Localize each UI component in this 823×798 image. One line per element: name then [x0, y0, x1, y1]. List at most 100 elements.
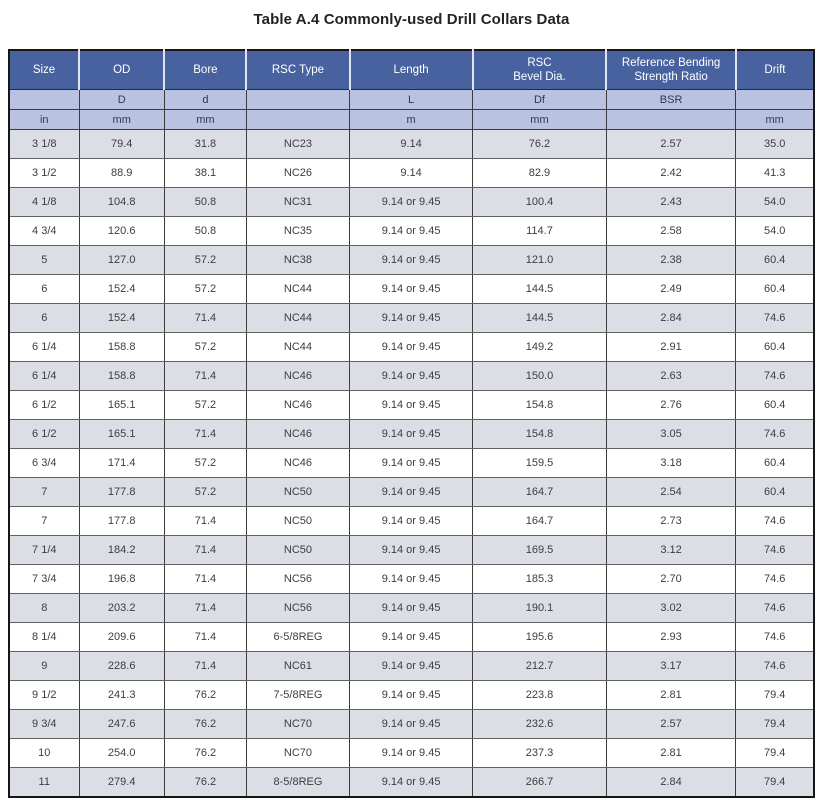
- table-cell: 6 1/2: [8, 390, 80, 420]
- table-cell: 9.14: [348, 129, 474, 159]
- table-row: 6 1/2 165.1 57.2 NC46 9.14 or 9.45 154.8 2.76 6…: [8, 390, 815, 420]
- table-cell: 9.14 or 9.45: [348, 738, 474, 768]
- table-cell: 74.6: [735, 419, 815, 449]
- table-cell: 79.4: [735, 709, 815, 739]
- table-row: 9 228.6 71.4 NC61 9.14 or 9.45 212.7 3.17 74.6: [8, 651, 815, 681]
- table-cell: 38.1: [163, 158, 247, 188]
- table-cell: NC50: [245, 506, 351, 536]
- table-cell: 241.3: [78, 680, 165, 710]
- table-cell: NC70: [245, 738, 351, 768]
- table-cell: 60.4: [735, 274, 815, 304]
- table-cell: 254.0: [78, 738, 165, 768]
- table-cell: 247.6: [78, 709, 165, 739]
- table-cell: 4 3/4: [8, 216, 80, 246]
- table-cell: 165.1: [78, 390, 165, 420]
- table-cell: 54.0: [735, 216, 815, 246]
- table-cell: 4 1/8: [8, 187, 80, 217]
- table-cell: 50.8: [163, 216, 247, 246]
- table-cell: 9.14 or 9.45: [348, 767, 474, 798]
- table-cell: 2.57: [605, 129, 737, 159]
- table-cell: 127.0: [78, 245, 165, 275]
- table-cell: 169.5: [472, 535, 607, 565]
- table-cell: 79.4: [78, 129, 165, 159]
- symbol-cell: BSR: [605, 89, 737, 110]
- table-row: 6 152.4 57.2 NC44 9.14 or 9.45 144.5 2.49 60.4: [8, 274, 815, 304]
- table-cell: 79.4: [735, 680, 815, 710]
- table-row: 7 177.8 57.2 NC50 9.14 or 9.45 164.7 2.54 60.4: [8, 477, 815, 507]
- table-cell: 2.81: [605, 680, 737, 710]
- table-cell: 9.14 or 9.45: [348, 187, 474, 217]
- table-cell: NC61: [245, 651, 351, 681]
- table-cell: 8 1/4: [8, 622, 80, 652]
- table-row: 7 177.8 71.4 NC50 9.14 or 9.45 164.7 2.73 74.6: [8, 506, 815, 536]
- table-cell: 2.49: [605, 274, 737, 304]
- table-row: 6 1/4 158.8 71.4 NC46 9.14 or 9.45 150.0 2.63 7…: [8, 361, 815, 391]
- unit-cell: in: [8, 109, 80, 130]
- table-cell: 195.6: [472, 622, 607, 652]
- table-cell: 164.7: [472, 506, 607, 536]
- symbol-cell: [8, 89, 80, 110]
- table-cell: 57.2: [163, 274, 247, 304]
- table-row: 6 1/2 165.1 71.4 NC46 9.14 or 9.45 154.8 3.05 7…: [8, 419, 815, 449]
- table-cell: 9.14 or 9.45: [348, 535, 474, 565]
- table-cell: 6 1/4: [8, 361, 80, 391]
- table-cell: 60.4: [735, 245, 815, 275]
- table-cell: 74.6: [735, 506, 815, 536]
- symbol-cell: D: [78, 89, 165, 110]
- table-cell: 164.7: [472, 477, 607, 507]
- column-header-bending-strength-ratio: Reference Bending Strength Ratio: [605, 50, 736, 90]
- column-header-rsc-bevel-dia: RSC Bevel Dia.: [471, 50, 607, 90]
- table-cell: 71.4: [163, 303, 247, 333]
- table-cell: 158.8: [78, 361, 165, 391]
- table-cell: 152.4: [78, 274, 165, 304]
- table-cell: 74.6: [735, 564, 815, 594]
- table-cell: NC35: [245, 216, 351, 246]
- table-cell: 50.8: [163, 187, 247, 217]
- table-cell: 152.4: [78, 303, 165, 333]
- unit-cell: [605, 109, 737, 130]
- table-cell: 3.18: [605, 448, 737, 478]
- table-cell: 209.6: [78, 622, 165, 652]
- header-row: Size OD Bore RSC Type Length RSC Bevel D…: [9, 50, 814, 90]
- table-cell: 9 1/2: [8, 680, 80, 710]
- table-row: 7 3/4 196.8 71.4 NC56 9.14 or 9.45 185.3 2.70 7…: [8, 564, 815, 594]
- table-cell: 9.14 or 9.45: [348, 651, 474, 681]
- table-cell: 74.6: [735, 361, 815, 391]
- table-cell: 232.6: [472, 709, 607, 739]
- table-cell: 3.17: [605, 651, 737, 681]
- table-cell: 121.0: [472, 245, 607, 275]
- unit-cell: [245, 109, 351, 130]
- table-cell: NC46: [245, 390, 351, 420]
- table-cell: 144.5: [472, 274, 607, 304]
- table-cell: 71.4: [163, 419, 247, 449]
- table-cell: 2.54: [605, 477, 737, 507]
- unit-cell: mm: [735, 109, 815, 130]
- table-cell: 185.3: [472, 564, 607, 594]
- table-cell: 8-5/8REG: [245, 767, 351, 798]
- table-cell: 9.14: [348, 158, 474, 188]
- column-header-rsc-type: RSC Type: [245, 50, 350, 90]
- table-cell: 74.6: [735, 622, 815, 652]
- table-cell: 9.14 or 9.45: [348, 419, 474, 449]
- table-row: 8 203.2 71.4 NC56 9.14 or 9.45 190.1 3.02 74.6: [8, 593, 815, 623]
- table-cell: 74.6: [735, 593, 815, 623]
- table-cell: 8: [8, 593, 80, 623]
- table-cell: 203.2: [78, 593, 165, 623]
- table-cell: 158.8: [78, 332, 165, 362]
- table-cell: 2.57: [605, 709, 737, 739]
- symbol-row: D d L Df BSR: [8, 89, 815, 110]
- table-row: 5 127.0 57.2 NC38 9.14 or 9.45 121.0 2.38 60.4: [8, 245, 815, 275]
- table-cell: 144.5: [472, 303, 607, 333]
- table-cell: 2.91: [605, 332, 737, 362]
- table-cell: 9.14 or 9.45: [348, 564, 474, 594]
- table-cell: 88.9: [78, 158, 165, 188]
- table-cell: 2.43: [605, 187, 737, 217]
- table-cell: 76.2: [163, 709, 247, 739]
- unit-cell: mm: [78, 109, 165, 130]
- symbol-cell: d: [163, 89, 247, 110]
- table-cell: 2.63: [605, 361, 737, 391]
- table-cell: NC46: [245, 361, 351, 391]
- table-cell: 2.73: [605, 506, 737, 536]
- table-cell: 7-5/8REG: [245, 680, 351, 710]
